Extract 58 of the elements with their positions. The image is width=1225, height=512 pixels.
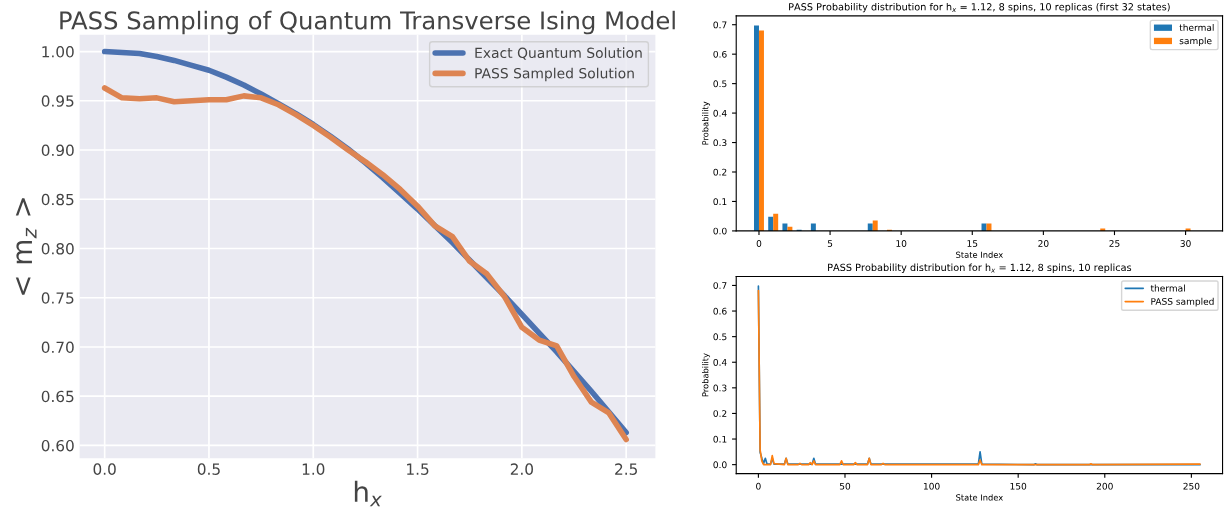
legend-label: sample xyxy=(1179,37,1212,46)
y-tick-label: 0.2 xyxy=(713,410,727,417)
x-axis-title: State Index xyxy=(956,494,1003,501)
y-tick-label: 0.7 xyxy=(713,282,727,289)
y-tick-label: 0.3 xyxy=(713,139,727,147)
legend-label: PASS sampled xyxy=(1151,297,1214,307)
y-tick-label: 0.1 xyxy=(713,435,727,443)
chart-title: PASS Sampling of Quantum Transverse Ising Model xyxy=(60,10,675,35)
y-tick-label: 1.00 xyxy=(42,46,74,58)
y-tick-label: 0.0 xyxy=(713,227,727,235)
y-axis-title: Probability xyxy=(702,353,711,397)
y-tick-label: 0.3 xyxy=(713,384,727,392)
x-tick-label: 20 xyxy=(1038,240,1049,247)
legend-label: thermal xyxy=(1150,284,1185,292)
x-tick-label: 10 xyxy=(896,240,907,247)
y-tick-label: 0.65 xyxy=(41,390,74,403)
chart-title: PASS Probability distribution for h$_{x}$ = 1.12, 8 spins, 10 replicas xyxy=(828,263,1132,273)
x-tick-label: 0.5 xyxy=(197,463,220,475)
x-axis-title: h$_{x}$ xyxy=(354,480,382,507)
x-tick-label: 15 xyxy=(967,240,978,247)
x-tick-label: 50 xyxy=(839,482,851,490)
y-tick-label: 0.5 xyxy=(713,333,727,341)
y-tick-label: 0.1 xyxy=(713,198,727,206)
x-tick-label: 30 xyxy=(1180,240,1191,247)
x-tick-label: 25 xyxy=(1109,240,1120,247)
y-tick-label: 0.90 xyxy=(41,144,74,157)
y-axis-title: < m$_{z}$ > xyxy=(15,198,37,295)
x-tick-label: 5 xyxy=(827,240,833,247)
y-tick-label: 0.80 xyxy=(41,242,74,255)
x-tick-label: 200 xyxy=(1096,482,1113,490)
y-tick-label: 0.70 xyxy=(41,341,74,353)
y-tick-label: 0.60 xyxy=(41,439,74,452)
y-tick-label: 0.85 xyxy=(41,193,74,206)
y-tick-label: 0.5 xyxy=(713,80,727,88)
y-tick-label: 0.6 xyxy=(713,307,727,315)
chart-title: PASS Probability distribution for h$_{x}$ = 1.12, 8 spins, 10 replicas (first 32 states) xyxy=(789,2,1170,13)
x-tick-label: 0.0 xyxy=(93,463,116,475)
x-tick-label: 150 xyxy=(1010,482,1027,490)
y-tick-label: 0.6 xyxy=(713,50,727,58)
x-tick-label: 0 xyxy=(756,240,762,247)
y-tick-label: 0.95 xyxy=(41,95,74,107)
x-tick-label: 0 xyxy=(756,482,761,490)
x-tick-label: 1.5 xyxy=(407,463,429,475)
y-tick-label: 0.4 xyxy=(713,358,727,366)
x-tick-label: 2.0 xyxy=(510,463,533,475)
y-tick-label: 0.4 xyxy=(713,109,727,117)
y-tick-label: 0.75 xyxy=(41,292,74,304)
x-tick-label: 250 xyxy=(1183,482,1200,490)
x-tick-label: 2.5 xyxy=(615,463,637,475)
y-tick-label: 0.2 xyxy=(713,168,727,176)
y-axis-title: Probability xyxy=(702,101,711,145)
legend-label: PASS Sampled Solution xyxy=(475,67,634,82)
legend-label: thermal xyxy=(1179,24,1214,31)
x-tick-label: 100 xyxy=(923,482,940,490)
x-axis-title: State Index xyxy=(956,251,1003,258)
x-tick-label: 1.0 xyxy=(302,463,325,475)
y-tick-label: 0.7 xyxy=(713,21,727,29)
legend-label: Exact Quantum Solution xyxy=(475,47,642,60)
